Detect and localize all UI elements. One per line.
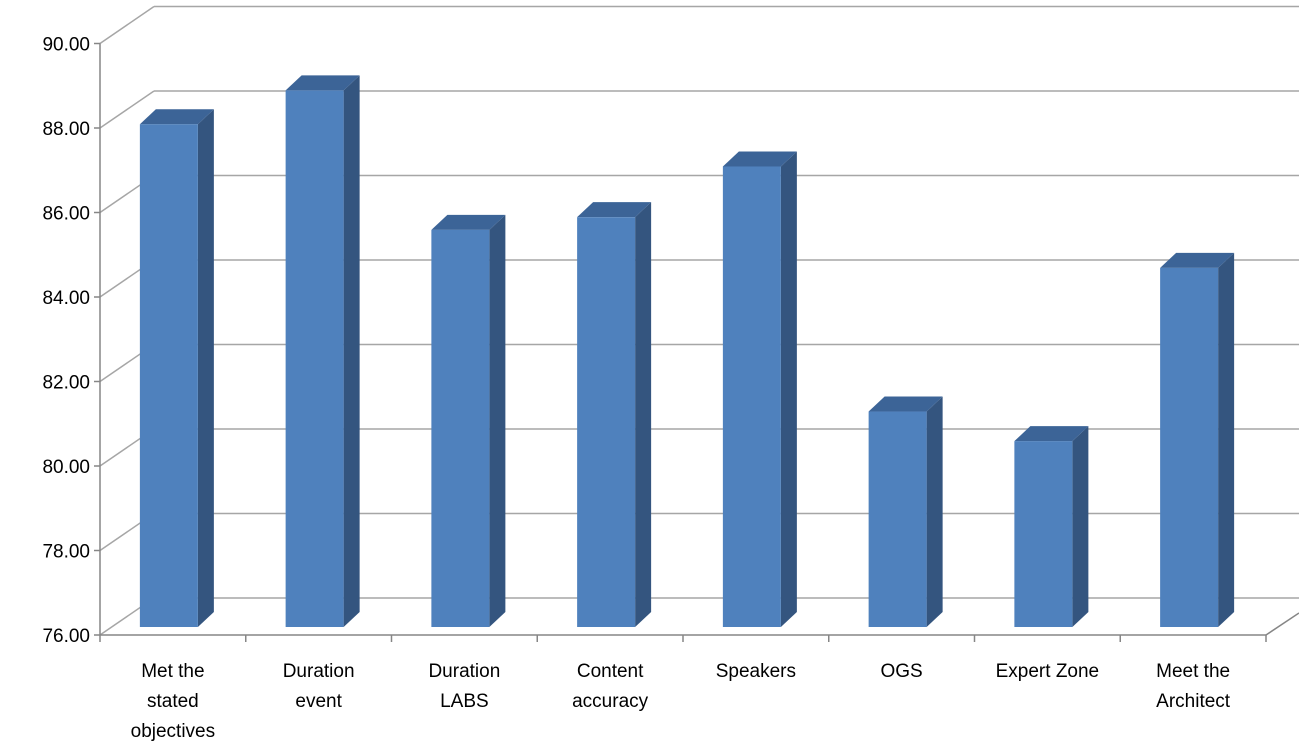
x-tick-label-line: Content xyxy=(577,661,644,682)
bar xyxy=(1160,252,1235,627)
bar-front xyxy=(431,229,490,627)
x-tick-label-line: LABS xyxy=(440,691,489,712)
axes xyxy=(94,42,1299,642)
x-tick-label-line: OGS xyxy=(881,661,923,682)
bar-top xyxy=(577,202,652,218)
bar xyxy=(577,202,652,628)
bar-side xyxy=(343,75,360,628)
x-tick-label-line: Duration xyxy=(283,661,355,682)
bar xyxy=(139,109,214,628)
y-tick-label: 84.00 xyxy=(42,288,90,309)
x-tick-label: Expert Zone xyxy=(996,661,1100,682)
x-tick-label: Duration LABS xyxy=(428,661,500,712)
gridline-side xyxy=(99,5,155,45)
bar-front xyxy=(722,166,781,627)
bar-front xyxy=(139,124,198,627)
x-tick-label-line: Meet the xyxy=(1156,661,1230,682)
bars xyxy=(139,75,1235,628)
bar-top xyxy=(868,396,943,412)
bar xyxy=(868,396,943,627)
bar-top xyxy=(139,109,214,125)
y-tick-label: 76.00 xyxy=(42,626,90,647)
y-tick-label: 80.00 xyxy=(42,457,90,478)
bar-front xyxy=(577,217,636,628)
x-tick-label-line: event xyxy=(295,691,342,712)
bar-side xyxy=(1218,252,1235,627)
bar xyxy=(431,214,506,627)
bar-side xyxy=(489,214,506,627)
x-tick-label-line: Met the xyxy=(141,661,204,682)
x-tick-label-line: Duration xyxy=(428,661,500,682)
bar-top xyxy=(1014,426,1089,442)
bar-side xyxy=(197,109,214,628)
x-tick-label: Content accuracy xyxy=(572,661,649,712)
floor-edge xyxy=(1265,612,1299,636)
y-tick-labels: 76.00 78.00 80.00 82.00 84.00 86.00 88.00 90.00 xyxy=(42,35,90,648)
y-tick-label: 86.00 xyxy=(42,204,90,225)
bar-top xyxy=(431,214,506,230)
gridline-side xyxy=(99,90,155,129)
y-tick-label: 78.00 xyxy=(42,542,90,563)
bar-top xyxy=(722,151,797,167)
bar-front xyxy=(285,90,344,628)
bar-front xyxy=(1160,267,1219,627)
x-tick-label-line: Architect xyxy=(1156,691,1231,712)
bar-side xyxy=(926,396,943,627)
bar-top xyxy=(1160,252,1235,268)
bar xyxy=(1014,426,1089,627)
x-tick-label: Meet the Architect xyxy=(1156,661,1231,712)
bar-front xyxy=(1014,441,1073,627)
bar xyxy=(285,75,360,628)
x-tick-label: OGS xyxy=(881,661,923,682)
x-tick-label-line: Speakers xyxy=(716,661,796,682)
y-tick-label: 88.00 xyxy=(42,119,90,140)
x-tick-label: Duration event xyxy=(283,661,355,712)
x-tick-label: Speakers xyxy=(716,661,796,682)
bar xyxy=(722,151,797,627)
x-tick-label-line: accuracy xyxy=(572,691,649,712)
bar-side xyxy=(635,202,652,628)
x-tick-label-line: objectives xyxy=(131,721,216,742)
bar-side xyxy=(780,151,797,627)
x-tick-label-line: stated xyxy=(147,691,199,712)
x-tick-label-line: Expert Zone xyxy=(996,661,1100,682)
y-tick-label: 82.00 xyxy=(42,373,90,394)
y-tick-label: 90.00 xyxy=(42,35,90,56)
x-tick-label: Met the stated objectives xyxy=(131,661,216,742)
bar-top xyxy=(285,75,360,91)
bar-front xyxy=(868,411,927,627)
gridlines xyxy=(99,5,1299,636)
bar-side xyxy=(1072,426,1089,627)
